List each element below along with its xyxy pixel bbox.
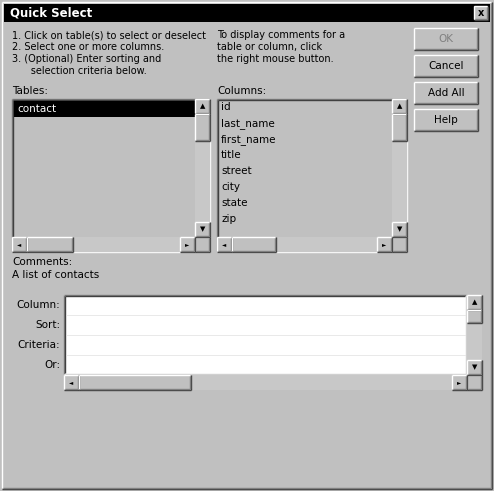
- Text: ◄: ◄: [17, 242, 22, 247]
- Text: Cancel: Cancel: [428, 61, 464, 71]
- Bar: [392, 222, 407, 237]
- Text: id: id: [221, 102, 231, 112]
- Bar: [4, 4, 490, 22]
- Bar: [217, 237, 232, 252]
- Bar: [195, 99, 210, 114]
- Text: Comments:: Comments:: [12, 257, 72, 267]
- Text: ▲: ▲: [200, 104, 205, 109]
- Bar: [79, 375, 191, 390]
- Bar: [195, 222, 210, 237]
- Bar: [64, 295, 467, 375]
- Text: state: state: [221, 198, 247, 208]
- Bar: [414, 28, 478, 50]
- Bar: [14, 101, 195, 117]
- Bar: [217, 237, 392, 252]
- Text: zip: zip: [221, 214, 236, 224]
- Text: ▼: ▼: [200, 226, 205, 233]
- Text: ▼: ▼: [472, 364, 477, 371]
- Text: 1. Click on table(s) to select or deselect: 1. Click on table(s) to select or desele…: [12, 30, 206, 40]
- Bar: [414, 55, 478, 77]
- Bar: [195, 114, 210, 141]
- Text: ►: ►: [185, 242, 190, 247]
- Bar: [12, 99, 210, 252]
- Text: ►: ►: [457, 380, 461, 385]
- Text: To display comments for a: To display comments for a: [217, 30, 345, 40]
- Text: Help: Help: [434, 115, 458, 125]
- Text: OK: OK: [439, 34, 453, 44]
- Bar: [392, 99, 407, 237]
- Bar: [414, 82, 478, 104]
- Text: Column:: Column:: [16, 300, 60, 310]
- Text: Criteria:: Criteria:: [17, 340, 60, 350]
- Bar: [467, 295, 482, 310]
- Bar: [217, 99, 407, 252]
- Text: A list of contacts: A list of contacts: [12, 270, 99, 280]
- Text: last_name: last_name: [221, 118, 275, 129]
- Bar: [27, 237, 73, 252]
- Bar: [392, 237, 407, 252]
- Text: ►: ►: [382, 242, 387, 247]
- Bar: [467, 310, 482, 323]
- Text: street: street: [221, 166, 251, 176]
- Bar: [64, 375, 467, 390]
- Text: Or:: Or:: [44, 360, 60, 370]
- Text: ▼: ▼: [397, 226, 402, 233]
- Bar: [232, 237, 276, 252]
- Bar: [414, 109, 478, 131]
- Bar: [12, 237, 195, 252]
- Bar: [467, 295, 482, 375]
- Bar: [467, 375, 482, 390]
- Text: ◄: ◄: [222, 242, 227, 247]
- Text: table or column, click: table or column, click: [217, 42, 322, 52]
- Bar: [392, 114, 407, 141]
- Bar: [452, 375, 467, 390]
- Text: contact: contact: [17, 104, 56, 114]
- Text: Tables:: Tables:: [12, 86, 48, 96]
- Text: city: city: [221, 182, 240, 192]
- Text: ◄: ◄: [69, 380, 74, 385]
- Text: Quick Select: Quick Select: [10, 6, 92, 20]
- Text: selection criteria below.: selection criteria below.: [12, 66, 147, 76]
- Bar: [195, 99, 210, 237]
- Text: Sort:: Sort:: [35, 320, 60, 330]
- Text: the right mouse button.: the right mouse button.: [217, 54, 333, 64]
- Bar: [180, 237, 195, 252]
- Text: Columns:: Columns:: [217, 86, 266, 96]
- Bar: [377, 237, 392, 252]
- Bar: [467, 360, 482, 375]
- Bar: [392, 99, 407, 114]
- Bar: [474, 6, 488, 20]
- Text: title: title: [221, 150, 242, 160]
- Text: ▲: ▲: [397, 104, 402, 109]
- Bar: [64, 375, 79, 390]
- Bar: [195, 237, 210, 252]
- Text: first_name: first_name: [221, 134, 277, 145]
- Text: x: x: [478, 8, 484, 18]
- Text: 2. Select one or more columns.: 2. Select one or more columns.: [12, 42, 164, 52]
- Text: ▲: ▲: [472, 300, 477, 305]
- Text: 3. (Optional) Enter sorting and: 3. (Optional) Enter sorting and: [12, 54, 161, 64]
- Text: Add All: Add All: [428, 88, 464, 98]
- Bar: [12, 237, 27, 252]
